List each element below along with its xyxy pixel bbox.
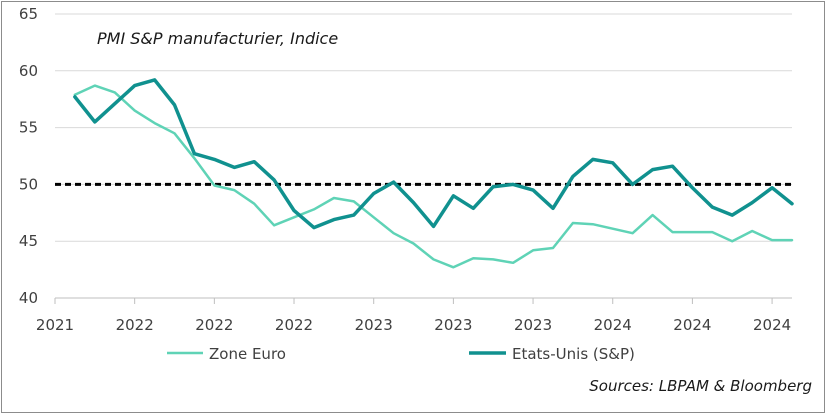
x-tick-label: 2024 xyxy=(753,316,791,334)
x-tick-label: 2024 xyxy=(594,316,632,334)
series-line-etats-unis xyxy=(73,78,794,230)
series-lines xyxy=(73,78,794,269)
y-axis-ticks: 40 45 50 55 60 65 xyxy=(19,5,38,307)
series-line-zone-euro xyxy=(73,84,794,269)
x-tick-label: 2023 xyxy=(355,316,393,334)
x-tick-label: 2023 xyxy=(514,316,552,334)
legend-label: Etats-Unis (S&P) xyxy=(512,345,635,363)
y-tick-label: 55 xyxy=(19,119,38,137)
y-tick-label: 60 xyxy=(19,62,38,80)
x-tick-label: 2023 xyxy=(434,316,472,334)
chart-title: PMI S&P manufacturier, Indice xyxy=(97,29,338,48)
x-tick-label: 2024 xyxy=(673,316,711,334)
y-tick-label: 45 xyxy=(19,232,38,250)
x-tick-label: 2022 xyxy=(275,316,313,334)
source-note: Sources: LBPAM & Bloomberg xyxy=(589,377,812,395)
x-tick-label: 2021 xyxy=(36,316,74,334)
x-tick-label: 2022 xyxy=(116,316,154,334)
y-tick-label: 40 xyxy=(19,289,38,307)
x-tick-label: 2022 xyxy=(195,316,233,334)
y-tick-label: 50 xyxy=(19,175,38,193)
x-axis-ticks: 2021 2022 2022 2022 2023 2023 2023 2024 2024 2024 xyxy=(36,298,791,334)
legend-label: Zone Euro xyxy=(209,345,286,363)
y-tick-label: 65 xyxy=(19,5,38,23)
legend: Zone Euro Etats-Unis (S&P) xyxy=(167,345,635,363)
